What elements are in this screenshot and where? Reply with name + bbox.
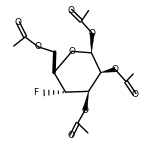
- Text: O: O: [69, 47, 75, 56]
- Text: O: O: [82, 106, 88, 115]
- Text: O: O: [112, 65, 119, 74]
- Text: O: O: [89, 29, 96, 38]
- Text: O: O: [68, 131, 75, 140]
- Text: F: F: [33, 88, 39, 97]
- Text: O: O: [131, 90, 138, 99]
- Polygon shape: [90, 33, 94, 53]
- Text: O: O: [15, 18, 21, 27]
- Text: O: O: [35, 42, 42, 51]
- Polygon shape: [101, 67, 116, 72]
- Polygon shape: [83, 91, 89, 111]
- Text: O: O: [67, 6, 74, 15]
